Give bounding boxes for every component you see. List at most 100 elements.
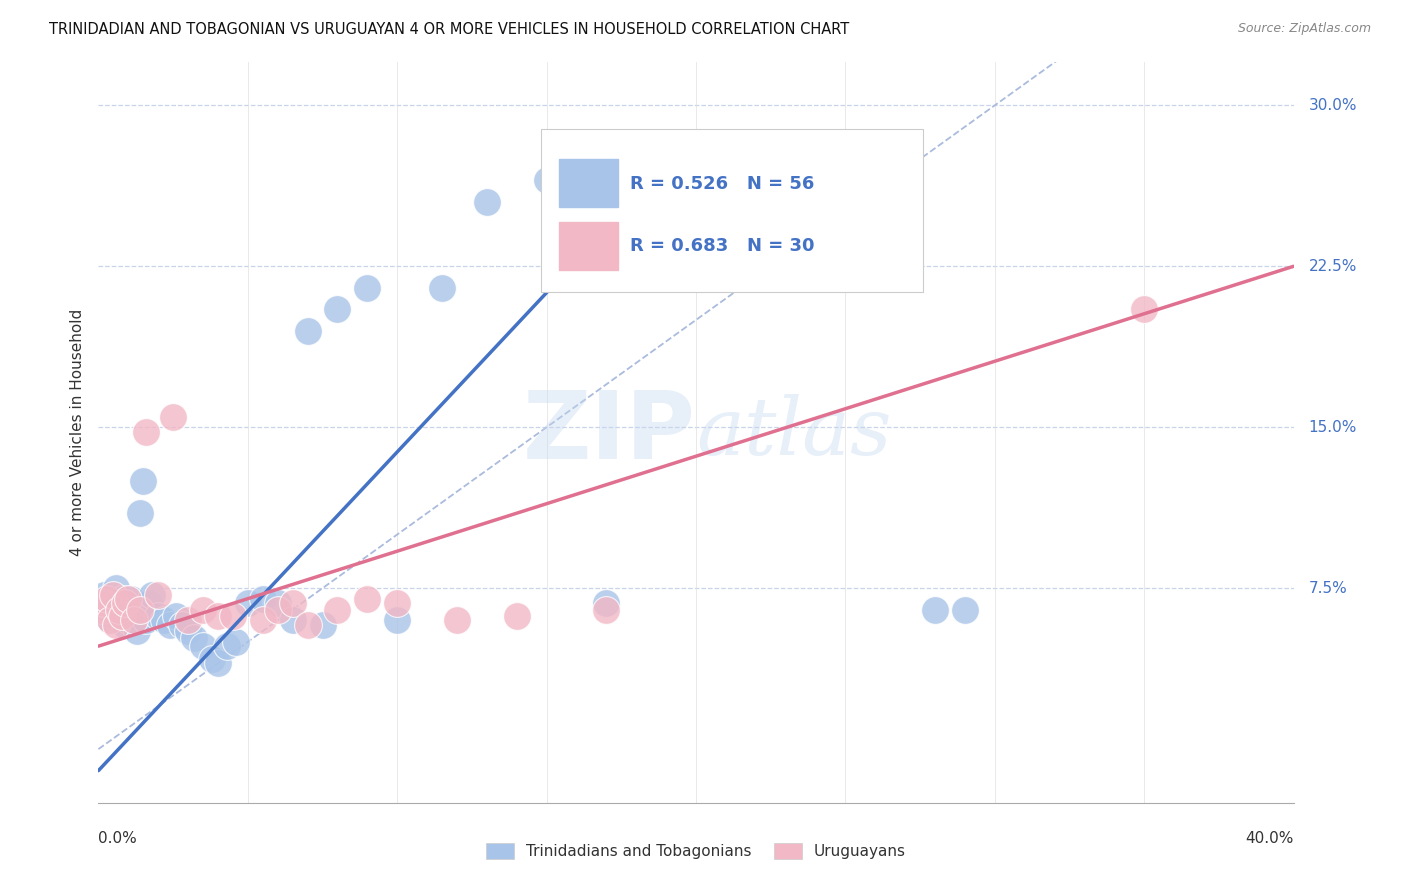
Point <box>565 162 588 177</box>
Text: 22.5%: 22.5% <box>1309 259 1357 274</box>
Point <box>90 602 112 616</box>
Text: TRINIDADIAN AND TOBAGONIAN VS URUGUAYAN 4 OR MORE VEHICLES IN HOUSEHOLD CORRELAT: TRINIDADIAN AND TOBAGONIAN VS URUGUAYAN … <box>49 22 849 37</box>
Point <box>98 614 122 628</box>
Point <box>108 602 131 616</box>
Point <box>311 617 333 632</box>
Y-axis label: 4 or more Vehicles in Household: 4 or more Vehicles in Household <box>70 309 86 557</box>
Point <box>356 591 378 606</box>
Point <box>326 602 349 616</box>
Point <box>1133 302 1156 317</box>
Point <box>135 614 157 628</box>
Point <box>953 602 976 616</box>
Text: R = 0.683   N = 30: R = 0.683 N = 30 <box>630 237 814 255</box>
Legend: Trinidadians and Tobagonians, Uruguayans: Trinidadians and Tobagonians, Uruguayans <box>479 838 912 865</box>
Point <box>207 657 229 671</box>
FancyBboxPatch shape <box>558 159 619 207</box>
Point <box>165 609 187 624</box>
Point <box>108 614 131 628</box>
Text: ZIP: ZIP <box>523 386 696 479</box>
Point <box>581 152 603 166</box>
Point <box>595 596 617 610</box>
Point <box>114 596 136 610</box>
Point <box>267 596 290 610</box>
Text: 15.0%: 15.0% <box>1309 420 1357 434</box>
Point <box>111 591 134 606</box>
Point <box>141 588 163 602</box>
Point <box>326 302 349 317</box>
Point <box>103 609 125 624</box>
Point <box>129 602 152 616</box>
Point <box>98 614 122 628</box>
Point <box>281 596 304 610</box>
Point <box>114 617 136 632</box>
FancyBboxPatch shape <box>558 221 619 269</box>
Point <box>172 617 194 632</box>
Point <box>93 588 115 602</box>
Point <box>215 639 238 653</box>
Point <box>385 614 409 628</box>
Point <box>127 624 149 639</box>
Point <box>117 591 139 606</box>
Point <box>159 617 181 632</box>
Point <box>177 624 200 639</box>
Point <box>105 596 128 610</box>
Point <box>132 474 155 488</box>
Point <box>595 602 617 616</box>
Point <box>153 614 176 628</box>
Point <box>183 631 205 645</box>
Point <box>236 596 259 610</box>
Text: 0.0%: 0.0% <box>98 830 138 846</box>
Point <box>475 194 498 209</box>
Point <box>191 639 214 653</box>
Point <box>135 425 157 439</box>
Point <box>120 591 142 606</box>
Point <box>120 609 142 624</box>
Point <box>111 607 134 621</box>
Point <box>114 602 136 616</box>
Point <box>148 609 170 624</box>
Point <box>430 281 453 295</box>
Point <box>281 614 304 628</box>
Point <box>550 270 572 285</box>
Point <box>98 596 122 610</box>
Text: atlas: atlas <box>696 394 891 471</box>
Text: 40.0%: 40.0% <box>1246 830 1294 846</box>
Point <box>148 588 170 602</box>
Point <box>108 602 131 616</box>
Point <box>267 602 290 616</box>
Text: Source: ZipAtlas.com: Source: ZipAtlas.com <box>1237 22 1371 36</box>
Point <box>252 614 274 628</box>
Point <box>252 591 274 606</box>
Point <box>103 588 125 602</box>
Point <box>93 596 115 610</box>
Point <box>385 596 409 610</box>
Point <box>225 635 247 649</box>
Point <box>177 614 200 628</box>
Point <box>191 602 214 616</box>
Text: 30.0%: 30.0% <box>1309 98 1357 113</box>
Point <box>297 617 319 632</box>
Point <box>124 614 146 628</box>
Point <box>105 617 128 632</box>
Point <box>536 173 558 187</box>
Point <box>356 281 378 295</box>
Text: R = 0.526   N = 56: R = 0.526 N = 56 <box>630 175 814 193</box>
Point <box>117 614 139 628</box>
Point <box>506 609 529 624</box>
Point <box>222 609 245 624</box>
Point <box>129 506 152 520</box>
Point <box>111 609 134 624</box>
Point <box>124 602 146 616</box>
Point <box>103 591 125 606</box>
Point <box>105 581 128 595</box>
Point <box>924 602 946 616</box>
Point <box>96 602 118 616</box>
Point <box>201 652 224 666</box>
FancyBboxPatch shape <box>541 129 922 292</box>
Point <box>207 609 229 624</box>
Point <box>446 614 468 628</box>
Point <box>297 324 319 338</box>
Text: 7.5%: 7.5% <box>1309 581 1347 596</box>
Point <box>96 591 118 606</box>
Point <box>138 596 160 610</box>
